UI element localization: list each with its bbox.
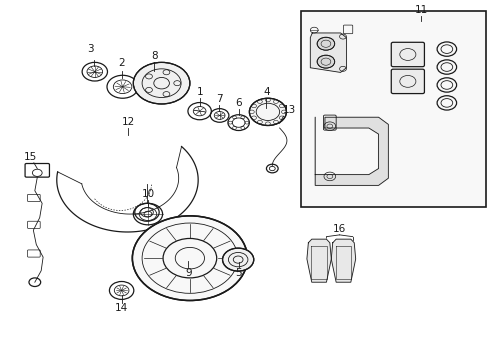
Text: 10: 10 [141, 189, 154, 199]
Text: 4: 4 [263, 87, 269, 97]
Text: 7: 7 [215, 94, 222, 104]
Text: 5: 5 [235, 267, 242, 278]
Text: 6: 6 [235, 98, 242, 108]
Text: 3: 3 [87, 44, 94, 54]
Circle shape [132, 216, 247, 301]
Text: 13: 13 [283, 105, 296, 115]
Polygon shape [330, 239, 355, 282]
FancyBboxPatch shape [390, 69, 424, 94]
Circle shape [249, 98, 286, 126]
FancyBboxPatch shape [390, 42, 424, 67]
Bar [300, 12, 485, 207]
Polygon shape [306, 239, 330, 282]
Text: 2: 2 [118, 58, 124, 68]
Text: 8: 8 [151, 51, 157, 61]
Text: 15: 15 [24, 152, 38, 162]
Text: 9: 9 [185, 267, 191, 278]
Text: 1: 1 [196, 87, 203, 97]
Text: 16: 16 [332, 225, 346, 234]
Circle shape [317, 55, 334, 68]
Circle shape [133, 62, 189, 104]
Circle shape [317, 37, 334, 50]
Polygon shape [315, 117, 387, 185]
Text: 14: 14 [115, 303, 128, 314]
Text: 12: 12 [122, 117, 135, 127]
Text: 11: 11 [413, 5, 427, 15]
Polygon shape [310, 33, 346, 72]
Circle shape [222, 248, 253, 271]
